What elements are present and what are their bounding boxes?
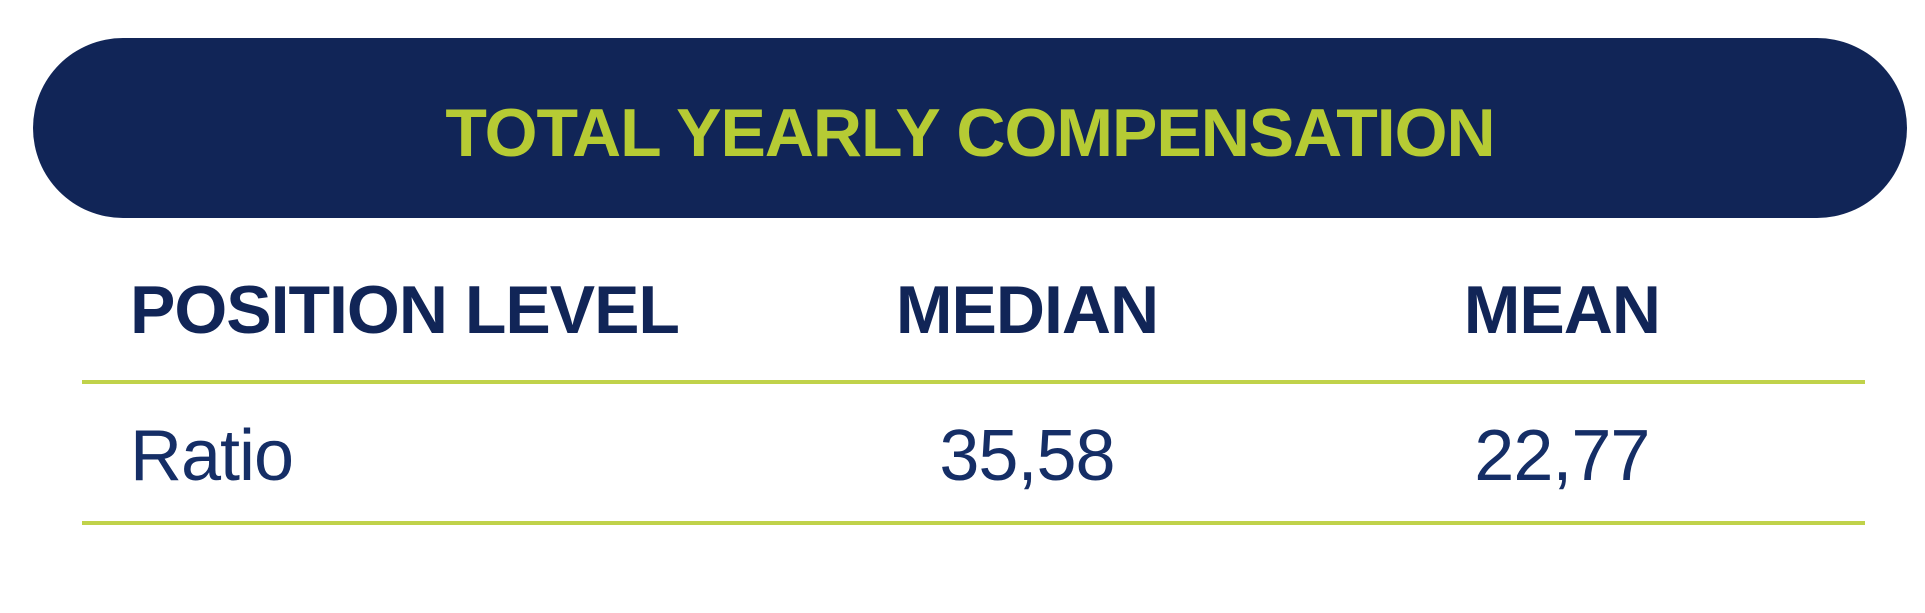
title-banner: TOTAL YEARLY COMPENSATION bbox=[33, 38, 1907, 218]
column-header-median: MEDIAN bbox=[895, 272, 1159, 348]
cell-median-value: 35,58 bbox=[939, 415, 1115, 496]
column-header-position-level: POSITION LEVEL bbox=[130, 272, 680, 348]
table-header-row: POSITION LEVEL MEDIAN MEAN bbox=[82, 218, 1865, 384]
table-row: Ratio 35,58 22,77 bbox=[82, 384, 1865, 525]
cell-mean-value: 22,77 bbox=[1474, 415, 1650, 496]
cell-position-level: Ratio bbox=[130, 415, 294, 496]
compensation-table: POSITION LEVEL MEDIAN MEAN Ratio 35,58 2… bbox=[82, 218, 1865, 525]
page-title: TOTAL YEARLY COMPENSATION bbox=[445, 95, 1495, 171]
column-header-mean: MEAN bbox=[1463, 272, 1661, 348]
